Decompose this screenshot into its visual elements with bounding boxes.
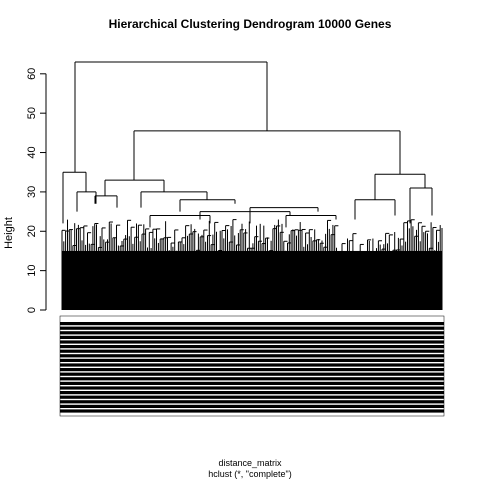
- y-tick-label-50: 50: [26, 107, 38, 119]
- leaf-label-row-2: [60, 331, 444, 335]
- y-tick-label-0: 0: [26, 307, 38, 313]
- leaf-label-row-11: [60, 372, 444, 376]
- leaf-label-row-15: [60, 391, 444, 395]
- leaf-label-row-19: [60, 409, 444, 413]
- y-tick-label-20: 20: [26, 225, 38, 237]
- leaf-label-row-5: [60, 345, 444, 349]
- y-tick-label-40: 40: [26, 146, 38, 158]
- leaf-label-row-1: [60, 326, 444, 330]
- leaf-label-row-13: [60, 381, 444, 385]
- y-axis: 0 10 20 30 40 50 60: [26, 68, 47, 313]
- chart-subtitle: hclust (*, "complete"): [208, 469, 291, 479]
- y-axis-label: Height: [3, 217, 15, 249]
- dendrogram-tree: [61, 61, 443, 310]
- leaf-label-row-9: [60, 363, 444, 367]
- chart-title: Hierarchical Clustering Dendrogram 10000…: [109, 17, 392, 31]
- leaf-label-row-17: [60, 400, 444, 404]
- y-tick-label-60: 60: [26, 68, 38, 80]
- leaf-mass-dip: [336, 266, 394, 310]
- leaf-label-row-6: [60, 349, 444, 353]
- y-tick-label-30: 30: [26, 186, 38, 198]
- leaf-label-row-4: [60, 340, 444, 344]
- leaf-label-row-12: [60, 377, 444, 381]
- leaf-label-row-10: [60, 368, 444, 372]
- x-axis-label: distance_matrix: [218, 458, 282, 468]
- leaf-label-row-16: [60, 395, 444, 399]
- leaf-label-row-3: [60, 335, 444, 339]
- leaf-label-block: [59, 315, 445, 417]
- leaf-label-row-7: [60, 354, 444, 358]
- leaf-label-row-0: [60, 322, 444, 326]
- leaf-labels: [59, 315, 445, 417]
- y-tick-label-10: 10: [26, 265, 38, 277]
- leaf-label-row-18: [60, 404, 444, 408]
- leaf-label-row-8: [60, 358, 444, 362]
- leaf-label-row-14: [60, 386, 444, 390]
